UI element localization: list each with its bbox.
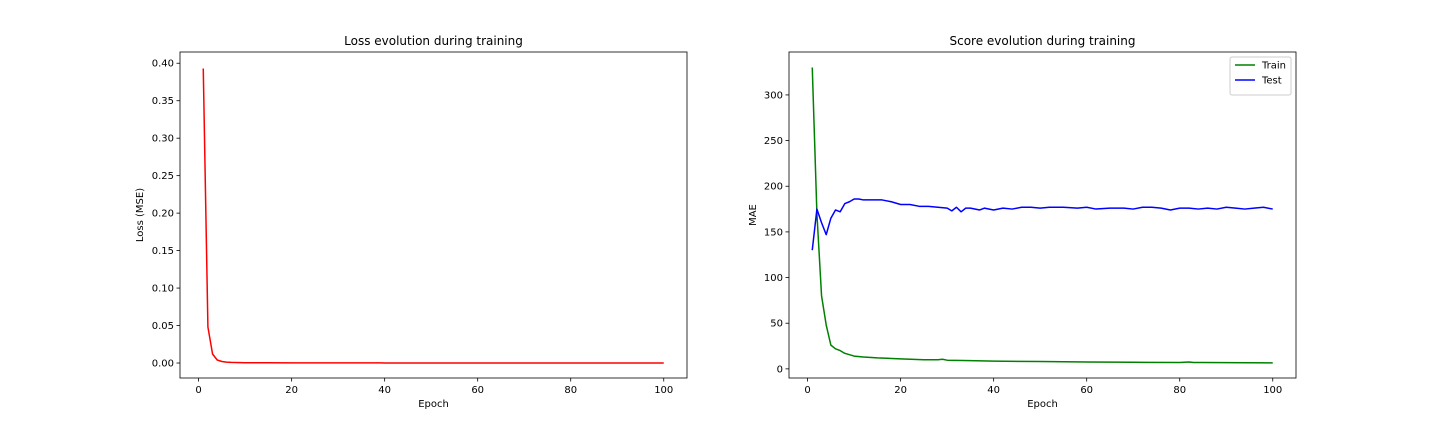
x-tick-label: 40 [378,385,391,396]
chart-title: Score evolution during training [949,34,1135,48]
y-tick-label: 250 [764,136,783,147]
x-axis-label: Epoch [418,399,449,410]
x-tick-label: 60 [471,385,484,396]
plot-area-frame [788,51,1297,379]
x-tick-label: 0 [195,385,201,396]
y-tick-label: 0.05 [152,321,174,332]
y-tick-label: 150 [764,227,783,238]
x-tick-label: 20 [285,385,298,396]
y-tick-label: 0.10 [152,284,174,295]
loss-chart: 0 20 40 60 80 100 0.00 0.05 0.10 0.15 0.20 0.25 0.30… [135,34,688,410]
legend: Train Test [1229,56,1292,96]
train-series-line [811,67,1273,364]
loss-series-line [202,68,664,364]
legend-box [1229,56,1292,96]
x-tick-label: 80 [564,385,577,396]
plot-area-frame [179,51,688,379]
y-tick-label: 0.25 [152,171,174,182]
y-tick-label: 200 [764,182,783,193]
x-tick-label: 100 [654,385,673,396]
test-series-line [811,198,1273,251]
y-tick-label: 50 [770,319,783,330]
y-tick-label: 0.35 [152,96,174,107]
y-tick-label: 300 [764,90,783,101]
y-tick-label: 0.00 [152,359,174,370]
x-tick-label: 40 [987,385,1000,396]
y-tick-label: 100 [764,273,783,284]
y-tick-label: 0.30 [152,134,174,145]
x-tick-label: 20 [894,385,907,396]
x-tick-label: 80 [1173,385,1186,396]
score-chart: 0 20 40 60 80 100 0 50 100 150 200 250 300 Score evol… [748,34,1297,410]
y-axis-label: MAE [748,204,759,226]
x-tick-label: 60 [1080,385,1093,396]
x-axis-label: Epoch [1027,399,1058,410]
x-tick-label: 100 [1263,385,1282,396]
legend-label-train: Train [1261,61,1286,72]
x-tick-label: 0 [804,385,810,396]
y-tick-label: 0.40 [152,59,174,70]
legend-label-test: Test [1261,76,1282,87]
y-tick-label: 0 [777,364,783,375]
y-tick-label: 0.20 [152,209,174,220]
chart-title: Loss evolution during training [344,34,523,48]
y-tick-label: 0.15 [152,246,174,257]
y-axis-label: Loss (MSE) [135,188,146,242]
